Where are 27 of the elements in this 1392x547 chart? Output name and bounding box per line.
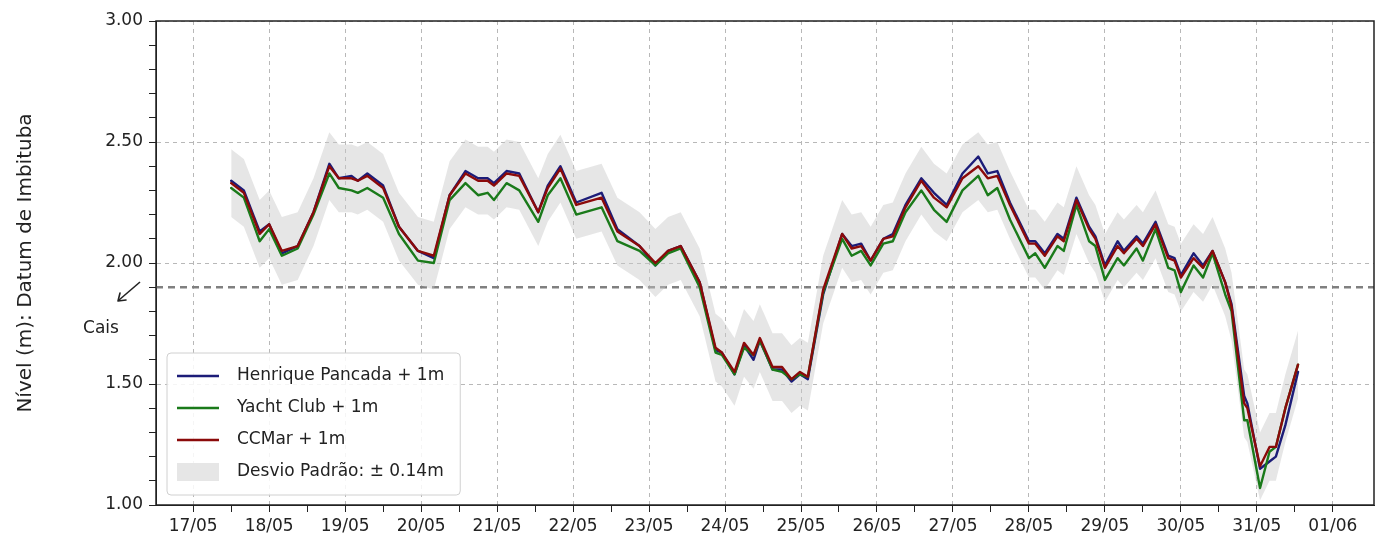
legend-label: Henrique Pancada + 1m [237,364,445,385]
x-tick-label: 30/05 [1156,514,1206,535]
x-tick-label: 21/05 [472,514,522,535]
x-tick-label: 23/05 [624,514,674,535]
x-tick-label: 01/06 [1308,514,1358,535]
annotation: Desvio Padrão: ± 0.14m [237,460,444,481]
x-tick-label: 17/05 [168,514,218,535]
y-tick-label: 2.00 [105,251,143,272]
x-tick-label: 18/05 [244,514,294,535]
x-tick-label: 29/05 [1080,514,1130,535]
x-tick-label: 22/05 [548,514,598,535]
x-tick-label: 24/05 [700,514,750,535]
x-tick-label: 27/05 [928,514,978,535]
x-tick-label: 31/05 [1232,514,1282,535]
y-tick-label: 3.00 [105,9,143,30]
x-tick-label: 26/05 [852,514,902,535]
x-tick-label: 25/05 [776,514,826,535]
legend-label: Yacht Club + 1m [236,396,379,417]
y-axis-title: Nível (m): Datum de Imbituba [12,113,37,413]
legend-label: CCMar + 1m [237,428,346,449]
x-tick-label: 20/05 [396,514,446,535]
y-tick-label: 1.50 [105,372,143,393]
x-tick-label: 19/05 [320,514,370,535]
y-tick-label: 2.50 [105,130,143,151]
x-tick-label: 28/05 [1004,514,1054,535]
ref-line-label: Cais [83,316,120,337]
y-tick-label: 1.00 [105,493,143,514]
